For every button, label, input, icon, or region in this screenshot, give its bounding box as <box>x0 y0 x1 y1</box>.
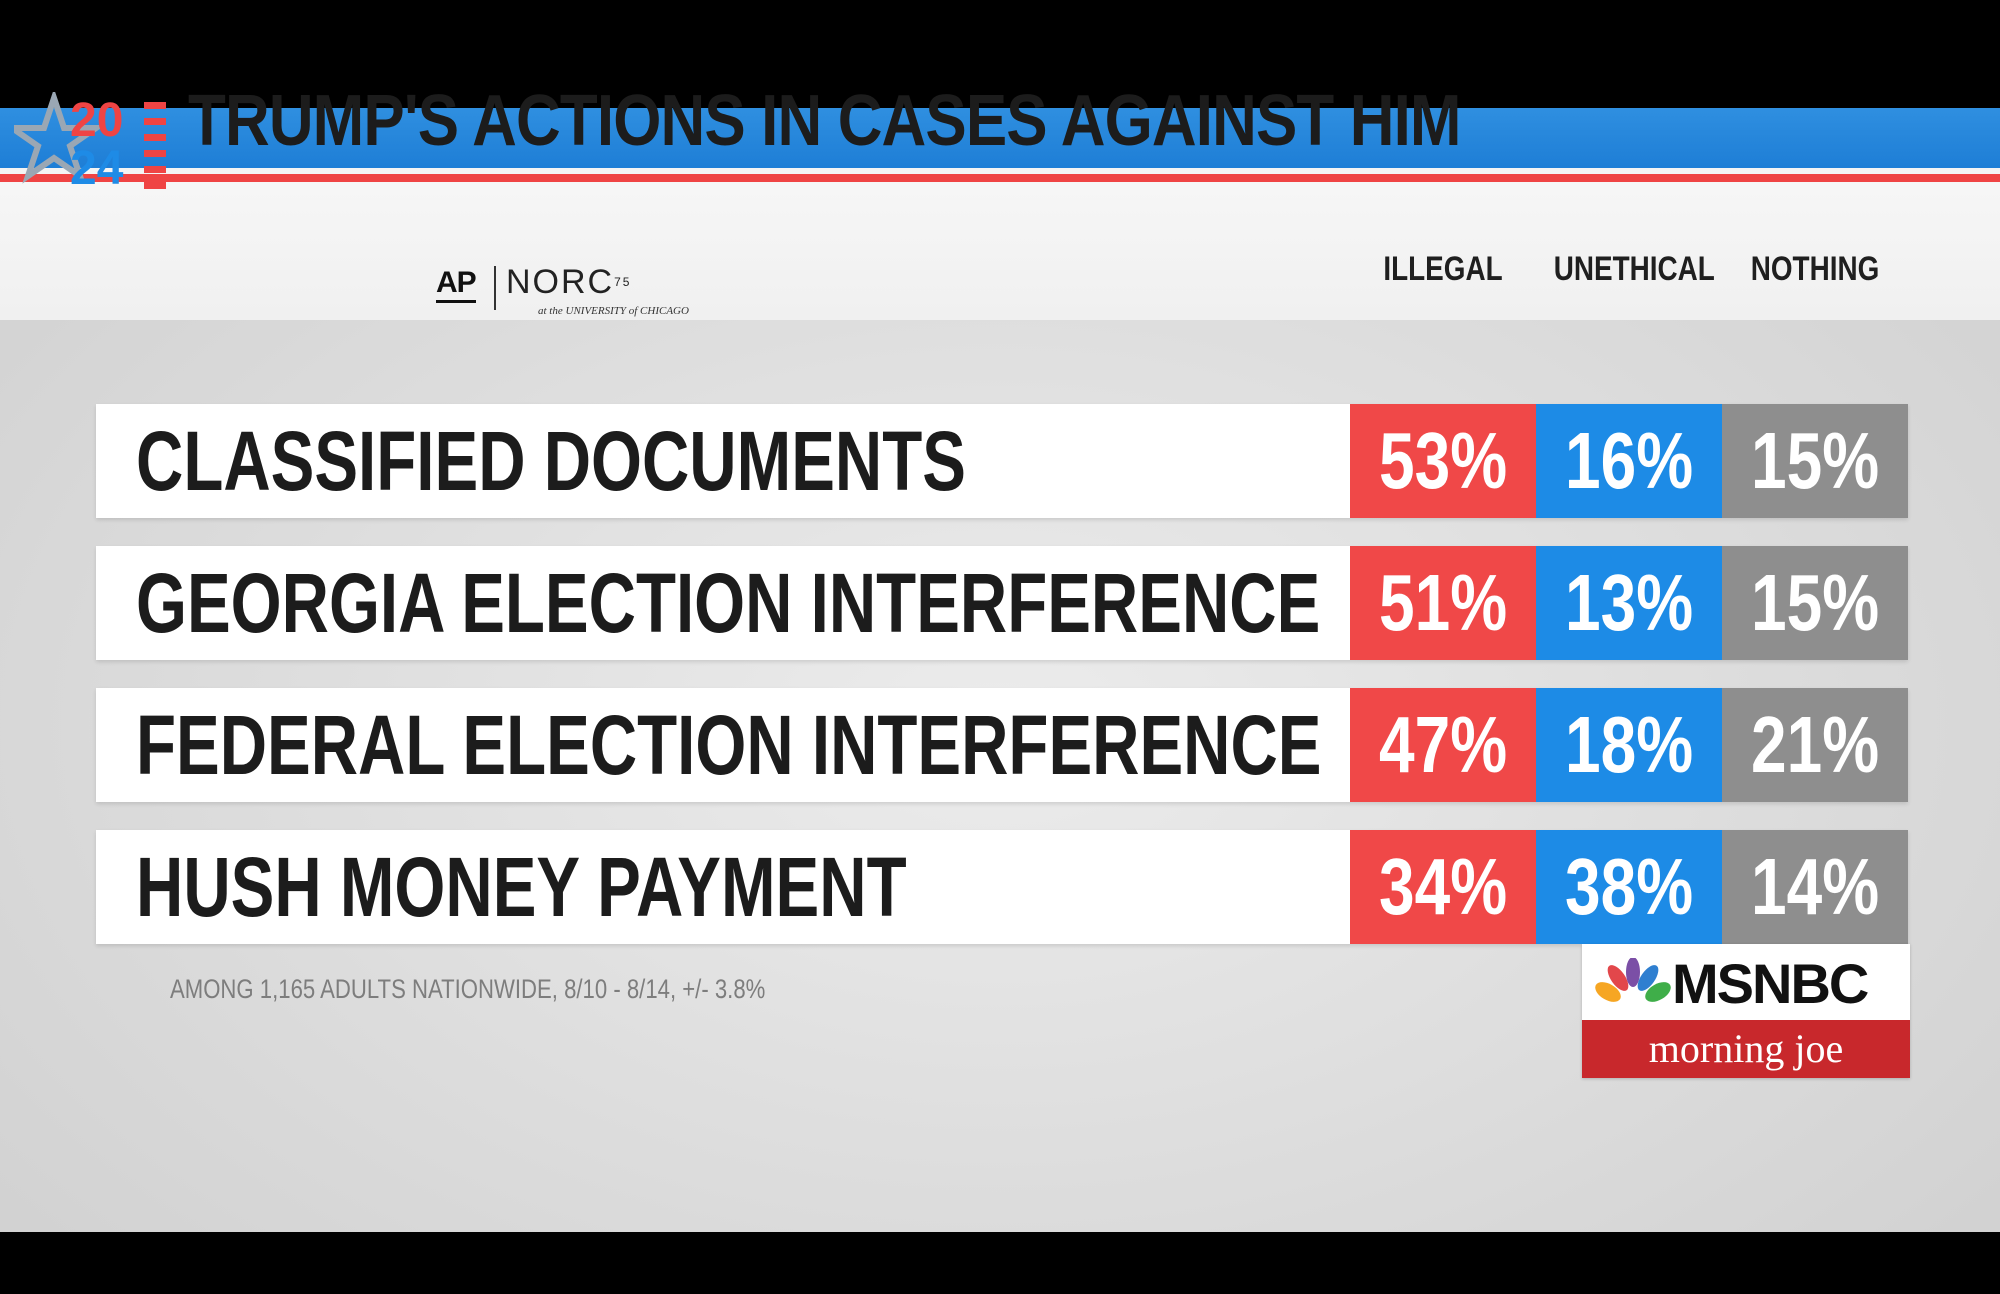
cell-illegal: 51% <box>1350 546 1536 660</box>
cell-value-illegal: 34% <box>1378 842 1508 931</box>
row-label: HUSH MONEY PAYMENT <box>136 840 907 934</box>
page-title: TRUMP'S ACTIONS IN CASES AGAINST HIM <box>188 81 1462 161</box>
top-blue-stripe <box>0 108 2000 168</box>
table-row: CLASSIFIED DOCUMENTS 53% 16% 15% <box>96 404 1908 518</box>
cell-nothing: 15% <box>1722 404 1908 518</box>
cell-value-nothing: 14% <box>1750 842 1880 931</box>
row-label-box: CLASSIFIED DOCUMENTS <box>96 404 1350 518</box>
logo-year-bottom: 24 <box>70 142 124 195</box>
msnbc-wordmark: MSNBC <box>1672 952 1869 1015</box>
column-header-illegal: ILLEGAL <box>1383 250 1503 288</box>
cell-value-unethical: 13% <box>1564 558 1694 647</box>
peacock-icon <box>1595 958 1671 1005</box>
cell-value-illegal: 51% <box>1378 558 1508 647</box>
top-white-stripe <box>0 168 2000 174</box>
election-2024-logo: 20 24 <box>14 92 166 195</box>
broadcast-graphic <box>0 108 2000 1232</box>
show-name-bar: morning joe <box>1582 1020 1910 1078</box>
cell-illegal: 47% <box>1350 688 1536 802</box>
row-label-box: HUSH MONEY PAYMENT <box>96 830 1350 944</box>
ap-logo: AP <box>436 266 477 303</box>
table-row: HUSH MONEY PAYMENT 34% 38% 14% <box>96 830 1908 944</box>
header-band <box>0 182 2000 320</box>
cell-unethical: 13% <box>1536 546 1722 660</box>
cell-illegal: 53% <box>1350 404 1536 518</box>
logo-year-top: 20 <box>70 94 123 147</box>
row-label: FEDERAL ELECTION INTERFERENCE <box>136 698 1322 792</box>
norc-logo-text: NORC <box>506 263 615 301</box>
cell-value-nothing: 21% <box>1750 700 1880 789</box>
norc-anniversary: 75 <box>614 275 632 289</box>
msnbc-morning-joe-badge: MSNBC morning joe <box>1582 944 1910 1078</box>
cell-value-illegal: 53% <box>1378 416 1508 505</box>
star-outline-icon <box>14 92 106 184</box>
cell-nothing: 14% <box>1722 830 1908 944</box>
row-label-box: FEDERAL ELECTION INTERFERENCE <box>96 688 1350 802</box>
cell-nothing: 21% <box>1722 688 1908 802</box>
column-header-nothing: NOTHING <box>1750 250 1880 288</box>
cell-unethical: 16% <box>1536 404 1722 518</box>
source-divider <box>494 266 496 310</box>
row-label: CLASSIFIED DOCUMENTS <box>136 414 966 508</box>
row-label-box: GEORGIA ELECTION INTERFERENCE <box>96 546 1350 660</box>
cell-value-unethical: 18% <box>1564 700 1694 789</box>
cell-value-unethical: 16% <box>1564 416 1694 505</box>
norc-logo: NORC75 <box>506 264 631 300</box>
cell-value-nothing: 15% <box>1750 416 1880 505</box>
survey-footnote: AMONG 1,165 ADULTS NATIONWIDE, 8/10 - 8/… <box>170 974 766 1004</box>
cell-unethical: 38% <box>1536 830 1722 944</box>
cell-value-illegal: 47% <box>1378 700 1508 789</box>
row-label: GEORGIA ELECTION INTERFERENCE <box>136 556 1321 650</box>
norc-subtitle: at the UNIVERSITY of CHICAGO <box>538 305 689 317</box>
cell-value-nothing: 15% <box>1750 558 1880 647</box>
cell-nothing: 15% <box>1722 546 1908 660</box>
cell-unethical: 18% <box>1536 688 1722 802</box>
table-row: GEORGIA ELECTION INTERFERENCE 51% 13% 15% <box>96 546 1908 660</box>
table-row: FEDERAL ELECTION INTERFERENCE 47% 18% 21% <box>96 688 1908 802</box>
cell-illegal: 34% <box>1350 830 1536 944</box>
show-name: morning joe <box>1648 1026 1844 1071</box>
top-red-stripe <box>0 174 2000 182</box>
column-header-unethical: UNETHICAL <box>1553 250 1715 288</box>
cell-value-unethical: 38% <box>1564 842 1694 931</box>
